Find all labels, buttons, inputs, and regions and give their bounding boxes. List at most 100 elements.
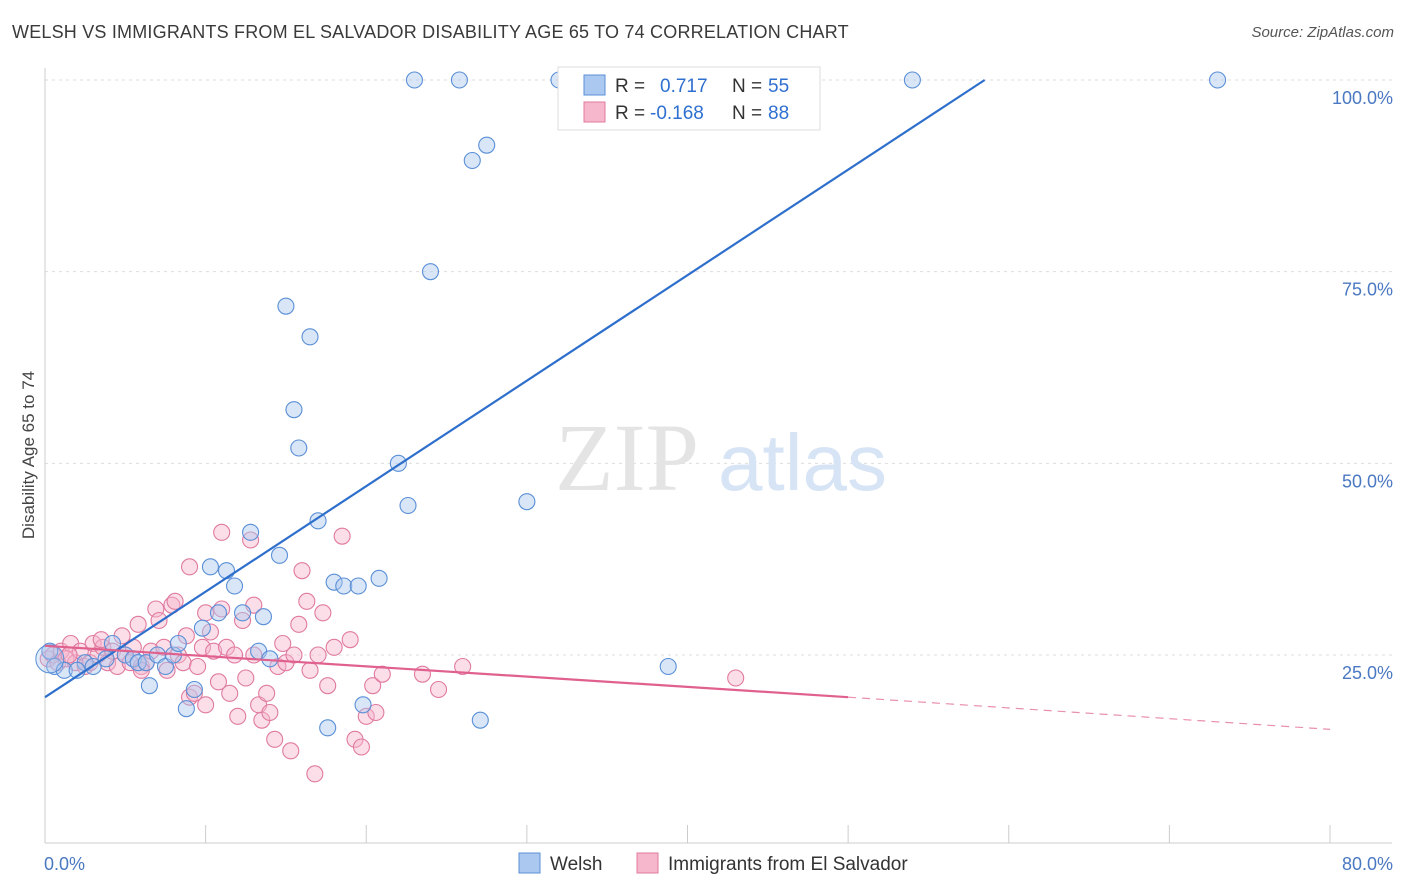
welsh-point [463, 151, 481, 170]
welsh-point [217, 562, 236, 580]
welsh-trend-line [44, 79, 986, 699]
salvador-point [285, 646, 303, 664]
legend-stats: R = 0.717 N = 55 R = -0.168 N = 88 [557, 66, 821, 131]
legend-n-value-salvador: 88 [768, 103, 789, 124]
bottom-legend-label-welsh: Welsh [550, 854, 602, 875]
salvador-trend-line [44, 644, 849, 699]
welsh-point [903, 71, 921, 89]
chart-source: Source: ZipAtlas.com [1251, 24, 1394, 41]
welsh-point [421, 263, 440, 281]
legend-n-label-salvador: N = [732, 103, 762, 124]
welsh-point [405, 71, 423, 89]
welsh-point [335, 577, 353, 595]
salvador-point [352, 738, 370, 756]
salvador-point [274, 634, 292, 653]
welsh-point [103, 634, 122, 653]
salvador-trend-line-dashed [848, 696, 1331, 730]
welsh-point [234, 604, 252, 622]
salvador-point [197, 696, 215, 714]
trend-lines [44, 79, 1331, 730]
legend-r-value-salvador: -0.168 [650, 103, 704, 124]
salvador-point [364, 677, 382, 695]
salvador-point [454, 657, 472, 676]
watermark: ZIP atlas [555, 404, 887, 511]
welsh-point [325, 573, 343, 591]
welsh-point [399, 496, 417, 515]
salvador-point [237, 669, 255, 687]
salvador-point [266, 730, 284, 748]
y-tick-label: 25.0% [1342, 663, 1393, 683]
salvador-point [213, 523, 231, 541]
salvador-point [306, 765, 324, 783]
watermark-zip: ZIP [555, 404, 699, 511]
welsh-point [349, 577, 367, 595]
y-axis-label: Disability Age 65 to 74 [19, 371, 38, 539]
x-tick-label: 0.0% [44, 854, 85, 874]
welsh-point [659, 657, 677, 676]
salvador-point [221, 684, 239, 702]
welsh-point [285, 401, 303, 419]
salvador-point [298, 592, 316, 610]
salvador-point [429, 680, 448, 699]
legend-swatch-welsh [583, 74, 606, 96]
salvador-point [293, 562, 311, 580]
salvador-point [201, 623, 219, 641]
welsh-point [354, 696, 372, 714]
legend-r-value-welsh: 0.717 [660, 76, 708, 97]
welsh-point [301, 328, 319, 346]
welsh-point [370, 569, 388, 587]
welsh-point [254, 608, 273, 626]
y-tick-label: 100.0% [1332, 88, 1393, 108]
welsh-point [55, 661, 73, 679]
salvador-point [325, 638, 343, 656]
salvador-point [282, 742, 300, 760]
legend-n-label-welsh: N = [732, 76, 762, 97]
welsh-point [193, 619, 211, 637]
salvador-point [181, 558, 199, 576]
welsh-point [471, 711, 489, 729]
welsh-point [185, 680, 203, 699]
welsh-point [46, 657, 64, 676]
salvador-point [258, 684, 276, 702]
welsh-point [319, 719, 337, 737]
salvador-point [261, 703, 279, 722]
salvador-point [309, 646, 327, 664]
welsh-point [201, 558, 219, 576]
welsh-point [177, 700, 195, 718]
series-welsh-points [35, 71, 1227, 737]
welsh-point [450, 71, 468, 89]
salvador-point [333, 527, 351, 545]
y-tick-label: 50.0% [1342, 471, 1393, 491]
legend-r-label-welsh: R = [615, 76, 645, 97]
salvador-point [129, 615, 147, 633]
welsh-point [277, 297, 295, 315]
tick-labels: 25.0% 50.0% 75.0% 100.0% 0.0% 80.0% [44, 88, 1393, 874]
salvador-point [301, 661, 319, 679]
salvador-point [185, 684, 203, 702]
welsh-point [242, 523, 260, 541]
salvador-point [341, 631, 359, 649]
welsh-point [140, 677, 158, 695]
bottom-legend-swatch-welsh [518, 852, 541, 874]
watermark-atlas: atlas [718, 418, 887, 507]
welsh-point [225, 577, 244, 595]
salvador-point [727, 669, 745, 687]
salvador-point [189, 657, 207, 676]
salvador-point [229, 707, 247, 725]
welsh-point [290, 439, 308, 457]
bottom-legend-label-salvador: Immigrants from El Salvador [668, 854, 908, 875]
salvador-point [209, 673, 228, 691]
axes [44, 68, 1392, 844]
salvador-point [367, 703, 385, 722]
welsh-point [169, 634, 187, 653]
salvador-point [314, 604, 332, 622]
chart-title: WELSH VS IMMIGRANTS FROM EL SALVADOR DIS… [12, 22, 849, 42]
legend-series: Welsh Immigrants from El Salvador [518, 852, 908, 875]
welsh-point [270, 546, 289, 564]
welsh-point [35, 644, 65, 674]
grid-lines [45, 79, 1392, 656]
salvador-point [92, 631, 110, 649]
welsh-point [309, 512, 327, 530]
y-tick-label: 75.0% [1342, 280, 1393, 300]
